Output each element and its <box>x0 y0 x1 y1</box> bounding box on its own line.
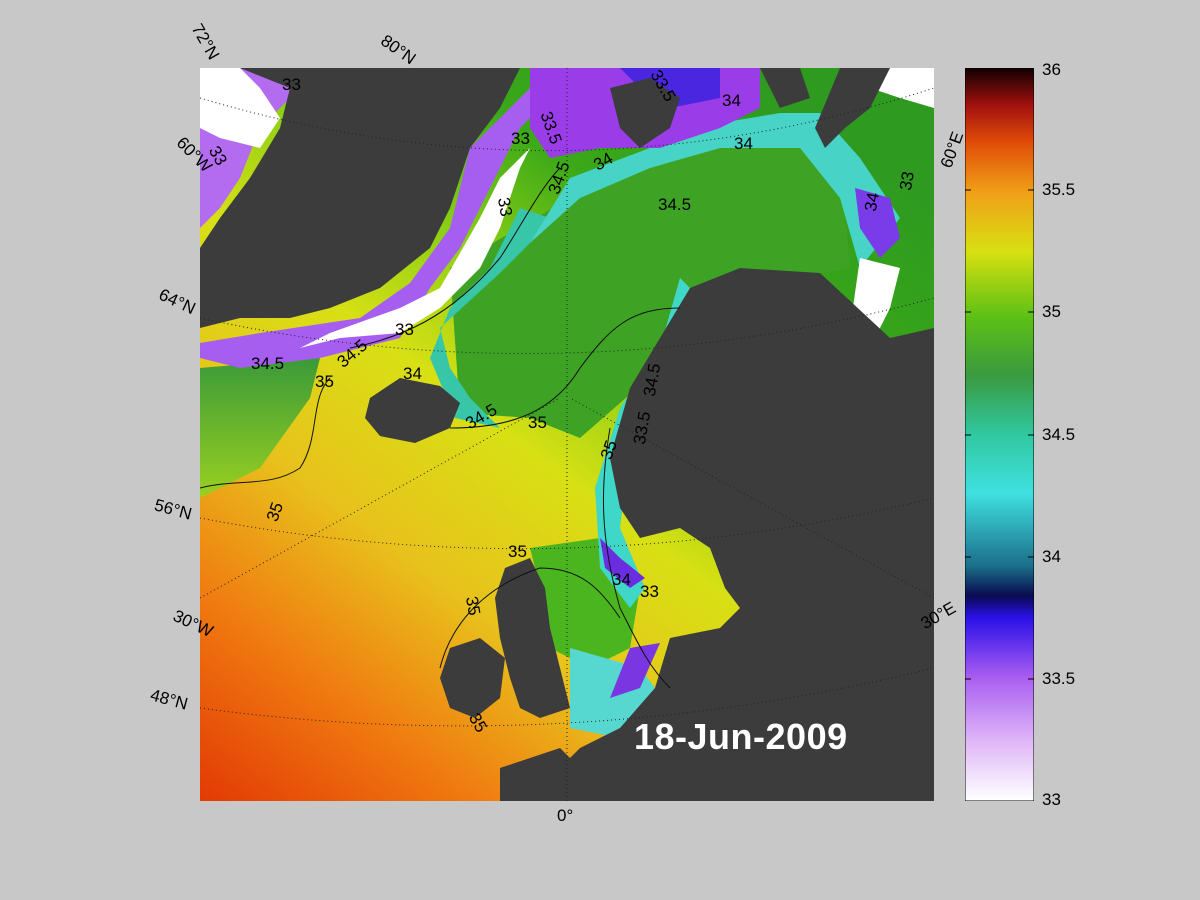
novaya-zemlya <box>815 68 890 148</box>
iceland-land <box>365 378 460 443</box>
graticule <box>200 68 934 801</box>
ice-greenland-north <box>200 68 280 148</box>
date-stamp: 18-Jun-2009 <box>634 716 848 757</box>
colorbar-tick-label: 33.5 <box>1042 669 1076 688</box>
colorbar-tick-label: 35 <box>1042 302 1061 321</box>
contour-label: 34 <box>860 190 883 213</box>
svalbard-blue <box>620 68 720 108</box>
contour-label: 35 <box>508 542 527 561</box>
lat-label-64n: 64°N <box>155 284 199 319</box>
colorbar-gradient <box>965 68 1034 801</box>
greenland-land <box>200 68 520 328</box>
franz-josef-land <box>760 68 810 108</box>
contour-label: 33 <box>895 169 918 192</box>
german-bight-purple <box>610 643 660 698</box>
contour-label: 34 <box>734 134 753 153</box>
lat-label-48n: 48°N <box>148 685 190 714</box>
salinity-colorbar <box>965 68 1034 801</box>
white-sea-fresh <box>855 188 900 258</box>
colorbar-tick-label: 35.5 <box>1042 180 1076 199</box>
teal-front-north <box>530 113 900 268</box>
norwegian-sea-green <box>450 128 850 438</box>
colorbar-tick-label: 34.5 <box>1042 425 1076 444</box>
parallel-48n <box>200 667 934 727</box>
scandinavia-russia-land <box>560 268 934 801</box>
lon-label-0: 0° <box>557 806 574 825</box>
contour-label: 34 <box>403 364 422 383</box>
map-panel <box>200 68 934 801</box>
ice-east-greenland <box>300 128 540 348</box>
contour-34.5-norway <box>602 427 671 689</box>
colorbar-tick-label: 33 <box>1042 790 1061 809</box>
salinity-contours <box>200 167 681 689</box>
contour-label: 33 <box>282 75 301 94</box>
contour-label: 35 <box>528 413 547 432</box>
contour-label: 33 <box>640 582 659 601</box>
labrador-west <box>200 358 320 498</box>
contour-label: 35 <box>461 594 484 617</box>
contour-35-britain <box>439 567 621 669</box>
colorbar-tick-marks <box>965 189 1034 680</box>
lon-label-60e: 60°E <box>936 129 968 171</box>
baltic-outflow-purple <box>600 538 645 588</box>
contour-35-west <box>200 377 331 489</box>
great-britain-land <box>495 558 570 718</box>
salinity-map <box>200 68 934 801</box>
lat-label-80n: 80°N <box>377 30 420 69</box>
contour-label: 35 <box>315 372 334 391</box>
ireland-land <box>440 638 505 718</box>
parallel-72n <box>200 87 934 152</box>
contour-label: 33 <box>511 129 530 148</box>
contour-label: 34 <box>722 91 741 110</box>
lat-label-56n: 56°N <box>152 495 194 524</box>
east-greenland-fresh <box>200 78 560 368</box>
svalbard-land <box>610 78 680 148</box>
colorbar-tick-label: 36 <box>1042 60 1061 79</box>
france-iberia-land <box>500 748 580 801</box>
contour-label: 33 <box>395 320 414 339</box>
contour-label: 33 <box>493 195 516 218</box>
contour-label: 34 <box>612 570 631 589</box>
contour-label: 34.5 <box>658 195 692 214</box>
colorbar-tick-label: 34 <box>1042 547 1061 566</box>
contour-34-greenland <box>349 167 561 349</box>
meridian-30w <box>200 397 561 599</box>
lat-label-72n: 72°N <box>187 20 224 63</box>
contour-35-central <box>449 307 681 429</box>
contour-label: 34.5 <box>251 354 285 373</box>
